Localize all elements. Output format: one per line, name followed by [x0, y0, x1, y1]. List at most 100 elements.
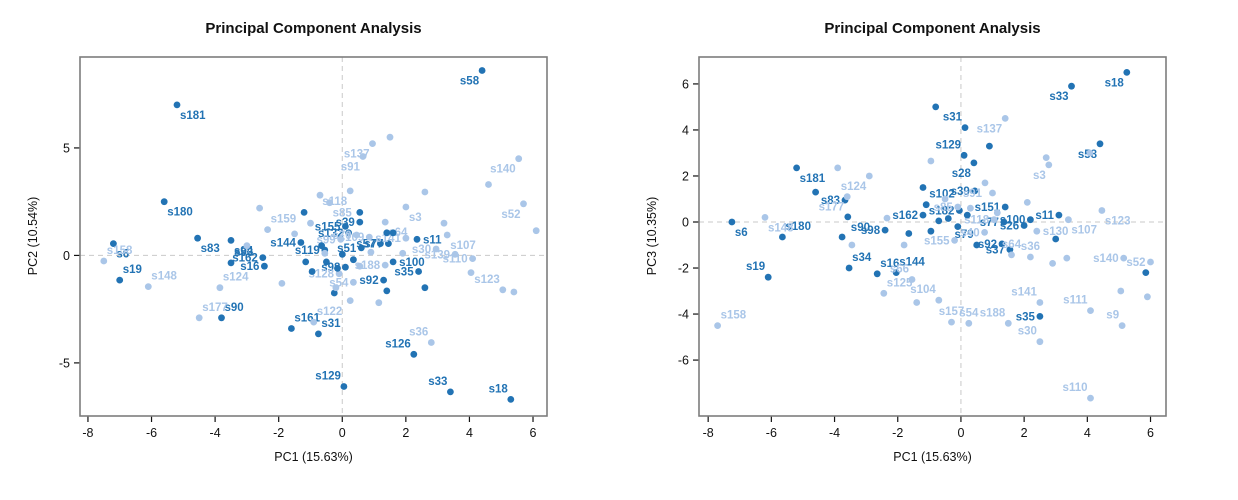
data-point-s124: [865, 172, 873, 180]
x-tick-label: -4: [210, 426, 221, 440]
data-point-s107: [1065, 216, 1072, 224]
point-label-s16: s16: [880, 258, 899, 270]
point-label-s144: s144: [899, 257, 925, 269]
point-label-s123: s123: [1105, 216, 1131, 228]
data-point-s180: [160, 198, 168, 206]
data-point-s139: [451, 250, 459, 258]
point-label-s102: s102: [929, 189, 955, 201]
chart-title: Principal Component Analysis: [205, 20, 422, 37]
data-point-s85: [954, 203, 962, 211]
data-point-s161: [288, 325, 295, 332]
y-tick-label: -5: [59, 356, 70, 370]
point-label-s35: s35: [394, 267, 414, 279]
data-point: [300, 209, 308, 216]
data-point-s83: [194, 234, 202, 242]
point-label-s33: s33: [428, 376, 447, 388]
point-label-s140: s140: [1093, 253, 1119, 265]
data-point-s70: [353, 231, 360, 239]
data-point: [467, 269, 475, 276]
point-label-s181: s181: [180, 110, 206, 122]
data-point-s132: [345, 229, 352, 237]
point-label-s79: s79: [955, 229, 974, 241]
data-point-s19: [116, 276, 124, 284]
data-point-s109: [365, 233, 373, 241]
data-point: [1049, 260, 1056, 267]
data-point: [307, 219, 314, 227]
data-point: [399, 249, 407, 257]
data-point-s90: [844, 213, 852, 221]
data-point-s155: [951, 237, 958, 244]
data-point-s77: [385, 240, 392, 248]
data-point: [1142, 269, 1150, 276]
point-label-s11: s11: [1035, 210, 1054, 222]
data-point-s64: [1008, 251, 1015, 259]
data-point-s11: [1055, 211, 1063, 219]
point-label-s107: s107: [1071, 225, 1097, 237]
point-label-s92: s92: [359, 275, 378, 287]
data-point-s58: [478, 67, 486, 74]
data-point: [334, 264, 341, 272]
data-point-s39: [971, 187, 979, 195]
data-point: [989, 189, 996, 197]
data-point-s122: [310, 318, 318, 326]
point-label-s34: s34: [852, 252, 872, 264]
data-point: [278, 280, 286, 287]
point-label-s18: s18: [489, 383, 509, 395]
x-tick-label: 6: [530, 426, 537, 440]
data-point-s180: [779, 233, 786, 241]
point-label-s139: s139: [425, 249, 451, 261]
pca-panel-pc1-pc2: -8 -6 -4 -2 0 2 4 6 -5 0 5 s58 s181 s180 s6 s19 s83 s94 s9…: [26, 20, 548, 464]
data-point-s18: [507, 396, 515, 403]
point-label-s181: s181: [800, 173, 826, 185]
data-point-s126: [410, 350, 418, 358]
y-tick-label: -4: [678, 308, 689, 322]
data-point-s36: [1027, 253, 1034, 261]
data-point-s124: [216, 284, 224, 292]
point-label-s155: s155: [924, 235, 950, 247]
data-point-s52: [1147, 258, 1154, 266]
data-point-s92: [380, 276, 387, 284]
plot-frame: [698, 56, 1167, 417]
point-label-s122: s122: [317, 306, 343, 318]
data-point-s91: [981, 179, 989, 187]
data-point-s51: [357, 244, 365, 252]
data-point-s31: [315, 330, 322, 338]
data-point: [967, 204, 974, 212]
point-label-s180: s180: [167, 207, 193, 219]
data-point: [330, 289, 338, 297]
y-tick-label: -2: [678, 262, 689, 276]
point-label-s98: s98: [861, 225, 881, 237]
point-label-s52: s52: [1126, 257, 1145, 269]
point-label-s39: s39: [336, 217, 355, 229]
point-label-s3: s3: [1033, 170, 1046, 182]
data-point: [308, 268, 316, 275]
point-label-s182: s182: [929, 206, 955, 218]
point-label-s148: s148: [768, 222, 794, 234]
data-point: [510, 288, 518, 296]
data-point-s16: [873, 270, 881, 278]
x-tick-label: -8: [703, 426, 714, 440]
data-point-s90: [218, 314, 225, 322]
point-label-s118: s118: [322, 196, 348, 208]
data-point-s19: [764, 273, 772, 281]
data-point-s148: [144, 283, 152, 290]
point-label-s141: s141: [375, 233, 401, 245]
point-label-s30: s30: [412, 244, 431, 256]
point-label-s85: s85: [333, 208, 353, 220]
data-point-s64: [381, 218, 389, 226]
data-point-s162: [259, 254, 267, 261]
data-point: [900, 241, 908, 249]
point-label-s58: s58: [460, 76, 480, 88]
x-tick-label: 2: [402, 426, 409, 440]
point-label-s54: s54: [959, 307, 979, 319]
point-label-s3: s3: [409, 212, 422, 224]
point-label-s159: s159: [271, 214, 297, 226]
data-point-s39: [356, 218, 364, 226]
point-label-s104: s104: [910, 284, 936, 296]
data-point-s140: [515, 155, 523, 163]
point-label-s31: s31: [943, 112, 963, 124]
y-tick-label: 6: [682, 77, 689, 91]
data-point-s30: [432, 245, 440, 253]
